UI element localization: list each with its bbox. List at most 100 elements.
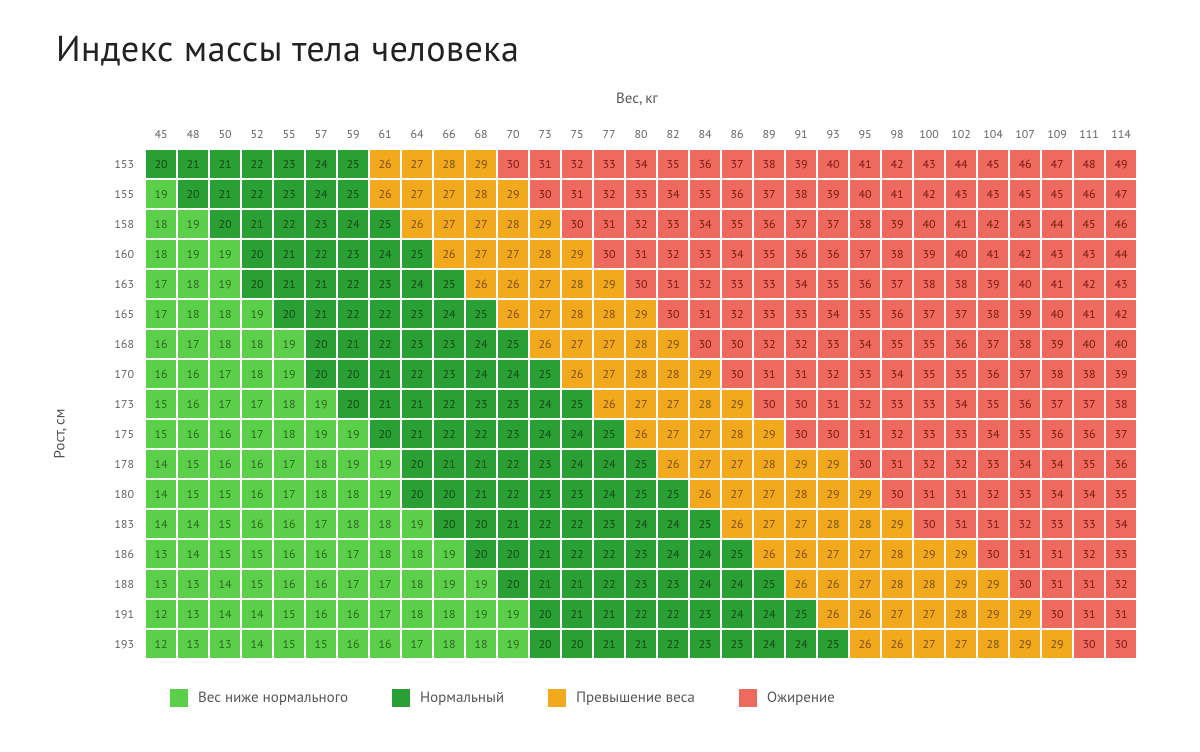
bmi-cell: 22 <box>562 540 592 568</box>
weight-header: 80 <box>626 120 656 148</box>
bmi-cell: 33 <box>914 420 944 448</box>
bmi-cell: 33 <box>946 420 976 448</box>
bmi-cell: 31 <box>1010 540 1040 568</box>
bmi-cell: 36 <box>1042 420 1072 448</box>
bmi-cell: 23 <box>530 480 560 508</box>
bmi-cell: 24 <box>786 630 816 658</box>
bmi-cell: 23 <box>690 630 720 658</box>
bmi-cell: 21 <box>594 600 624 628</box>
bmi-cell: 27 <box>690 420 720 448</box>
bmi-cell: 12 <box>146 600 176 628</box>
weight-header: 75 <box>562 120 592 148</box>
bmi-cell: 33 <box>754 300 784 328</box>
bmi-cell: 25 <box>626 450 656 478</box>
bmi-cell: 33 <box>978 450 1008 478</box>
bmi-cell: 19 <box>370 450 400 478</box>
bmi-cell: 31 <box>658 270 688 298</box>
bmi-cell: 15 <box>210 480 240 508</box>
bmi-cell: 24 <box>562 450 592 478</box>
bmi-cell: 18 <box>402 540 432 568</box>
bmi-cell: 22 <box>434 390 464 418</box>
bmi-cell: 27 <box>434 210 464 238</box>
bmi-cell: 24 <box>626 510 656 538</box>
bmi-cell: 21 <box>402 420 432 448</box>
bmi-cell: 25 <box>754 570 784 598</box>
bmi-cell: 40 <box>1074 330 1104 358</box>
height-header: 158 <box>98 210 144 238</box>
legend-item-under: Вес ниже нормального <box>170 688 348 707</box>
bmi-cell: 46 <box>1010 150 1040 178</box>
bmi-cell: 37 <box>1074 390 1104 418</box>
bmi-cell: 33 <box>754 270 784 298</box>
bmi-cell: 15 <box>178 480 208 508</box>
bmi-cell: 23 <box>626 540 656 568</box>
bmi-cell: 28 <box>530 240 560 268</box>
bmi-cell: 34 <box>690 210 720 238</box>
legend: Вес ниже нормального Нормальный Превышен… <box>170 688 1144 707</box>
bmi-cell: 21 <box>466 480 496 508</box>
bmi-cell: 21 <box>306 270 336 298</box>
bmi-cell: 21 <box>274 270 304 298</box>
corner-cell <box>98 120 144 148</box>
bmi-cell: 17 <box>210 360 240 388</box>
bmi-cell: 20 <box>178 180 208 208</box>
bmi-cell: 17 <box>306 510 336 538</box>
bmi-cell: 31 <box>1106 600 1136 628</box>
bmi-cell: 34 <box>1010 450 1040 478</box>
bmi-cell: 24 <box>754 600 784 628</box>
bmi-cell: 21 <box>626 630 656 658</box>
bmi-cell: 29 <box>466 150 496 178</box>
bmi-cell: 23 <box>274 180 304 208</box>
bmi-cell: 22 <box>242 150 272 178</box>
bmi-cell: 35 <box>1074 450 1104 478</box>
bmi-cell: 39 <box>1042 330 1072 358</box>
bmi-cell: 20 <box>466 510 496 538</box>
bmi-cell: 26 <box>370 180 400 208</box>
bmi-cell: 17 <box>274 450 304 478</box>
bmi-cell: 31 <box>786 360 816 388</box>
bmi-cell: 22 <box>338 300 368 328</box>
bmi-cell: 35 <box>946 360 976 388</box>
bmi-cell: 23 <box>402 330 432 358</box>
bmi-cell: 35 <box>882 330 912 358</box>
bmi-cell: 36 <box>882 300 912 328</box>
bmi-cell: 14 <box>210 570 240 598</box>
bmi-cell: 32 <box>690 270 720 298</box>
bmi-cell: 23 <box>370 270 400 298</box>
bmi-cell: 30 <box>1042 600 1072 628</box>
bmi-cell: 22 <box>498 450 528 478</box>
bmi-cell: 41 <box>1074 300 1104 328</box>
bmi-cell: 21 <box>274 240 304 268</box>
weight-header: 84 <box>690 120 720 148</box>
bmi-cell: 18 <box>402 570 432 598</box>
bmi-cell: 33 <box>1074 510 1104 538</box>
bmi-cell: 33 <box>786 300 816 328</box>
bmi-cell: 27 <box>530 300 560 328</box>
bmi-cell: 20 <box>530 600 560 628</box>
bmi-cell: 30 <box>498 150 528 178</box>
bmi-cell: 25 <box>818 630 848 658</box>
bmi-cell: 15 <box>210 540 240 568</box>
bmi-cell: 26 <box>498 270 528 298</box>
swatch-obese <box>739 689 757 707</box>
bmi-cell: 19 <box>498 630 528 658</box>
bmi-cell: 31 <box>530 150 560 178</box>
weight-header: 98 <box>882 120 912 148</box>
bmi-cell: 38 <box>850 210 880 238</box>
bmi-cell: 28 <box>434 150 464 178</box>
bmi-cell: 23 <box>434 360 464 388</box>
height-header: 175 <box>98 420 144 448</box>
bmi-cell: 38 <box>946 270 976 298</box>
bmi-cell: 15 <box>146 390 176 418</box>
bmi-cell: 23 <box>626 570 656 598</box>
bmi-cell: 40 <box>850 180 880 208</box>
bmi-cell: 30 <box>1074 630 1104 658</box>
bmi-table: 4548505255575961646668707375778082848689… <box>96 118 1138 660</box>
bmi-cell: 31 <box>1074 570 1104 598</box>
bmi-cell: 48 <box>1074 150 1104 178</box>
bmi-cell: 44 <box>946 150 976 178</box>
bmi-cell: 33 <box>818 330 848 358</box>
bmi-cell: 30 <box>626 270 656 298</box>
bmi-cell: 21 <box>370 360 400 388</box>
bmi-cell: 23 <box>274 150 304 178</box>
